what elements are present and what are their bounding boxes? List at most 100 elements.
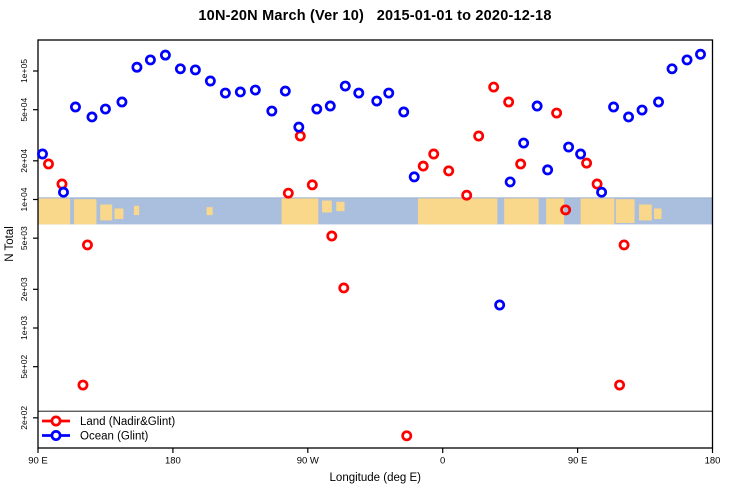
data-point-land <box>282 187 294 199</box>
data-point-ocean <box>99 103 111 115</box>
data-point-ocean <box>398 106 410 118</box>
data-point-land <box>306 179 318 191</box>
data-point-land <box>417 160 429 172</box>
map-band-land-patch <box>100 204 113 221</box>
data-point-land <box>581 157 593 169</box>
data-point-ocean <box>596 186 608 198</box>
y-tick-label: 2e+04 <box>19 149 29 173</box>
x-tick-label: 0 <box>440 456 445 467</box>
data-point-ocean <box>681 54 693 66</box>
plot-frame <box>37 39 714 449</box>
y-tick-label: 2e+03 <box>19 277 29 301</box>
y-tick-label: 1e+04 <box>19 187 29 211</box>
data-point-land <box>618 239 630 251</box>
data-point-land <box>443 165 455 177</box>
chart-title: 10N-20N March (Ver 10) 2015-01-01 to 202… <box>198 8 552 24</box>
map-band-land-patch <box>114 208 124 220</box>
map-band-land-patch <box>206 207 213 216</box>
data-point-ocean <box>666 63 678 75</box>
data-point-land <box>43 158 54 170</box>
map-band-land-patch <box>639 204 652 221</box>
map-band-land-patch <box>417 197 498 225</box>
data-point-land <box>56 178 68 190</box>
data-point-ocean <box>339 80 351 92</box>
legend-marker-ocean-icon <box>50 430 62 441</box>
data-point-land <box>515 158 527 170</box>
x-tick-label: 180 <box>165 456 181 467</box>
y-axis-title: N Total <box>4 226 16 262</box>
data-point-ocean <box>293 121 305 133</box>
data-point-ocean <box>70 101 81 113</box>
data-point-ocean <box>279 85 291 97</box>
map-band-land-patch <box>73 199 97 225</box>
data-point-ocean <box>531 100 543 112</box>
legend-marker-land-icon <box>50 415 62 427</box>
data-point-ocean <box>116 96 128 108</box>
data-point-land <box>473 130 485 142</box>
map-band-land-patch <box>38 197 71 225</box>
data-point-ocean <box>563 141 575 153</box>
data-point-land <box>82 239 93 251</box>
data-point-land <box>428 148 440 160</box>
data-point-ocean <box>189 64 201 76</box>
data-point-land <box>326 230 338 242</box>
y-tick-label: 1e+03 <box>19 316 29 340</box>
data-point-land <box>488 81 500 93</box>
data-point-ocean <box>636 104 648 116</box>
data-point-ocean <box>371 95 383 107</box>
data-point-land <box>591 178 603 190</box>
legend-label-ocean: Ocean (Glint) <box>80 431 149 443</box>
data-point-ocean <box>204 75 216 87</box>
map-band-land-patch <box>546 197 565 225</box>
data-point-ocean <box>408 171 420 183</box>
data-point-ocean <box>608 101 620 113</box>
y-tick-label: 5e+02 <box>19 354 29 378</box>
x-axis-title: Longitude (deg E) <box>330 472 422 484</box>
data-point-ocean <box>219 87 231 99</box>
data-point-ocean <box>144 54 156 66</box>
x-tick-label: 90 E <box>28 456 48 467</box>
data-point-land <box>614 379 626 391</box>
map-band-land-patch <box>322 200 332 213</box>
data-point-land <box>551 107 563 119</box>
data-point-land <box>560 204 572 216</box>
data-point-ocean <box>37 148 48 160</box>
data-point-ocean <box>653 96 664 108</box>
map-band-land-patch <box>281 197 319 225</box>
data-point-ocean <box>324 100 336 112</box>
data-point-land <box>294 130 306 142</box>
y-tick-label: 2e+02 <box>19 406 29 430</box>
data-point-ocean <box>266 105 278 117</box>
data-point-land <box>503 96 515 108</box>
x-tick-label: 90 W <box>297 456 319 467</box>
data-point-ocean <box>542 164 554 176</box>
data-point-ocean <box>86 111 98 123</box>
data-point-ocean <box>234 86 246 98</box>
data-point-land <box>338 282 350 294</box>
map-band-land-patch <box>336 201 345 212</box>
data-point-ocean <box>504 176 516 188</box>
map-band-land-patch <box>580 197 615 225</box>
map-band-land-patch <box>133 205 140 216</box>
data-point-ocean <box>623 111 635 123</box>
data-point-ocean <box>353 87 365 99</box>
x-tick-label: 180 <box>705 456 721 467</box>
data-point-ocean <box>695 48 706 60</box>
legend-label-land: Land (Nadir&Glint) <box>80 416 175 428</box>
x-tick-label: 90 E <box>568 456 588 467</box>
data-point-ocean <box>383 87 395 99</box>
data-point-ocean <box>575 148 587 160</box>
data-point-land <box>401 430 413 442</box>
data-point-ocean <box>174 63 186 75</box>
map-band-land-patch <box>615 199 635 224</box>
data-point-ocean <box>58 186 69 198</box>
data-point-land <box>77 379 89 391</box>
data-point-ocean <box>311 103 323 115</box>
data-point-ocean <box>159 49 171 61</box>
data-point-ocean <box>131 61 143 73</box>
y-tick-label: 1e+05 <box>19 59 29 83</box>
data-point-ocean <box>518 137 530 149</box>
data-point-ocean <box>249 84 261 96</box>
